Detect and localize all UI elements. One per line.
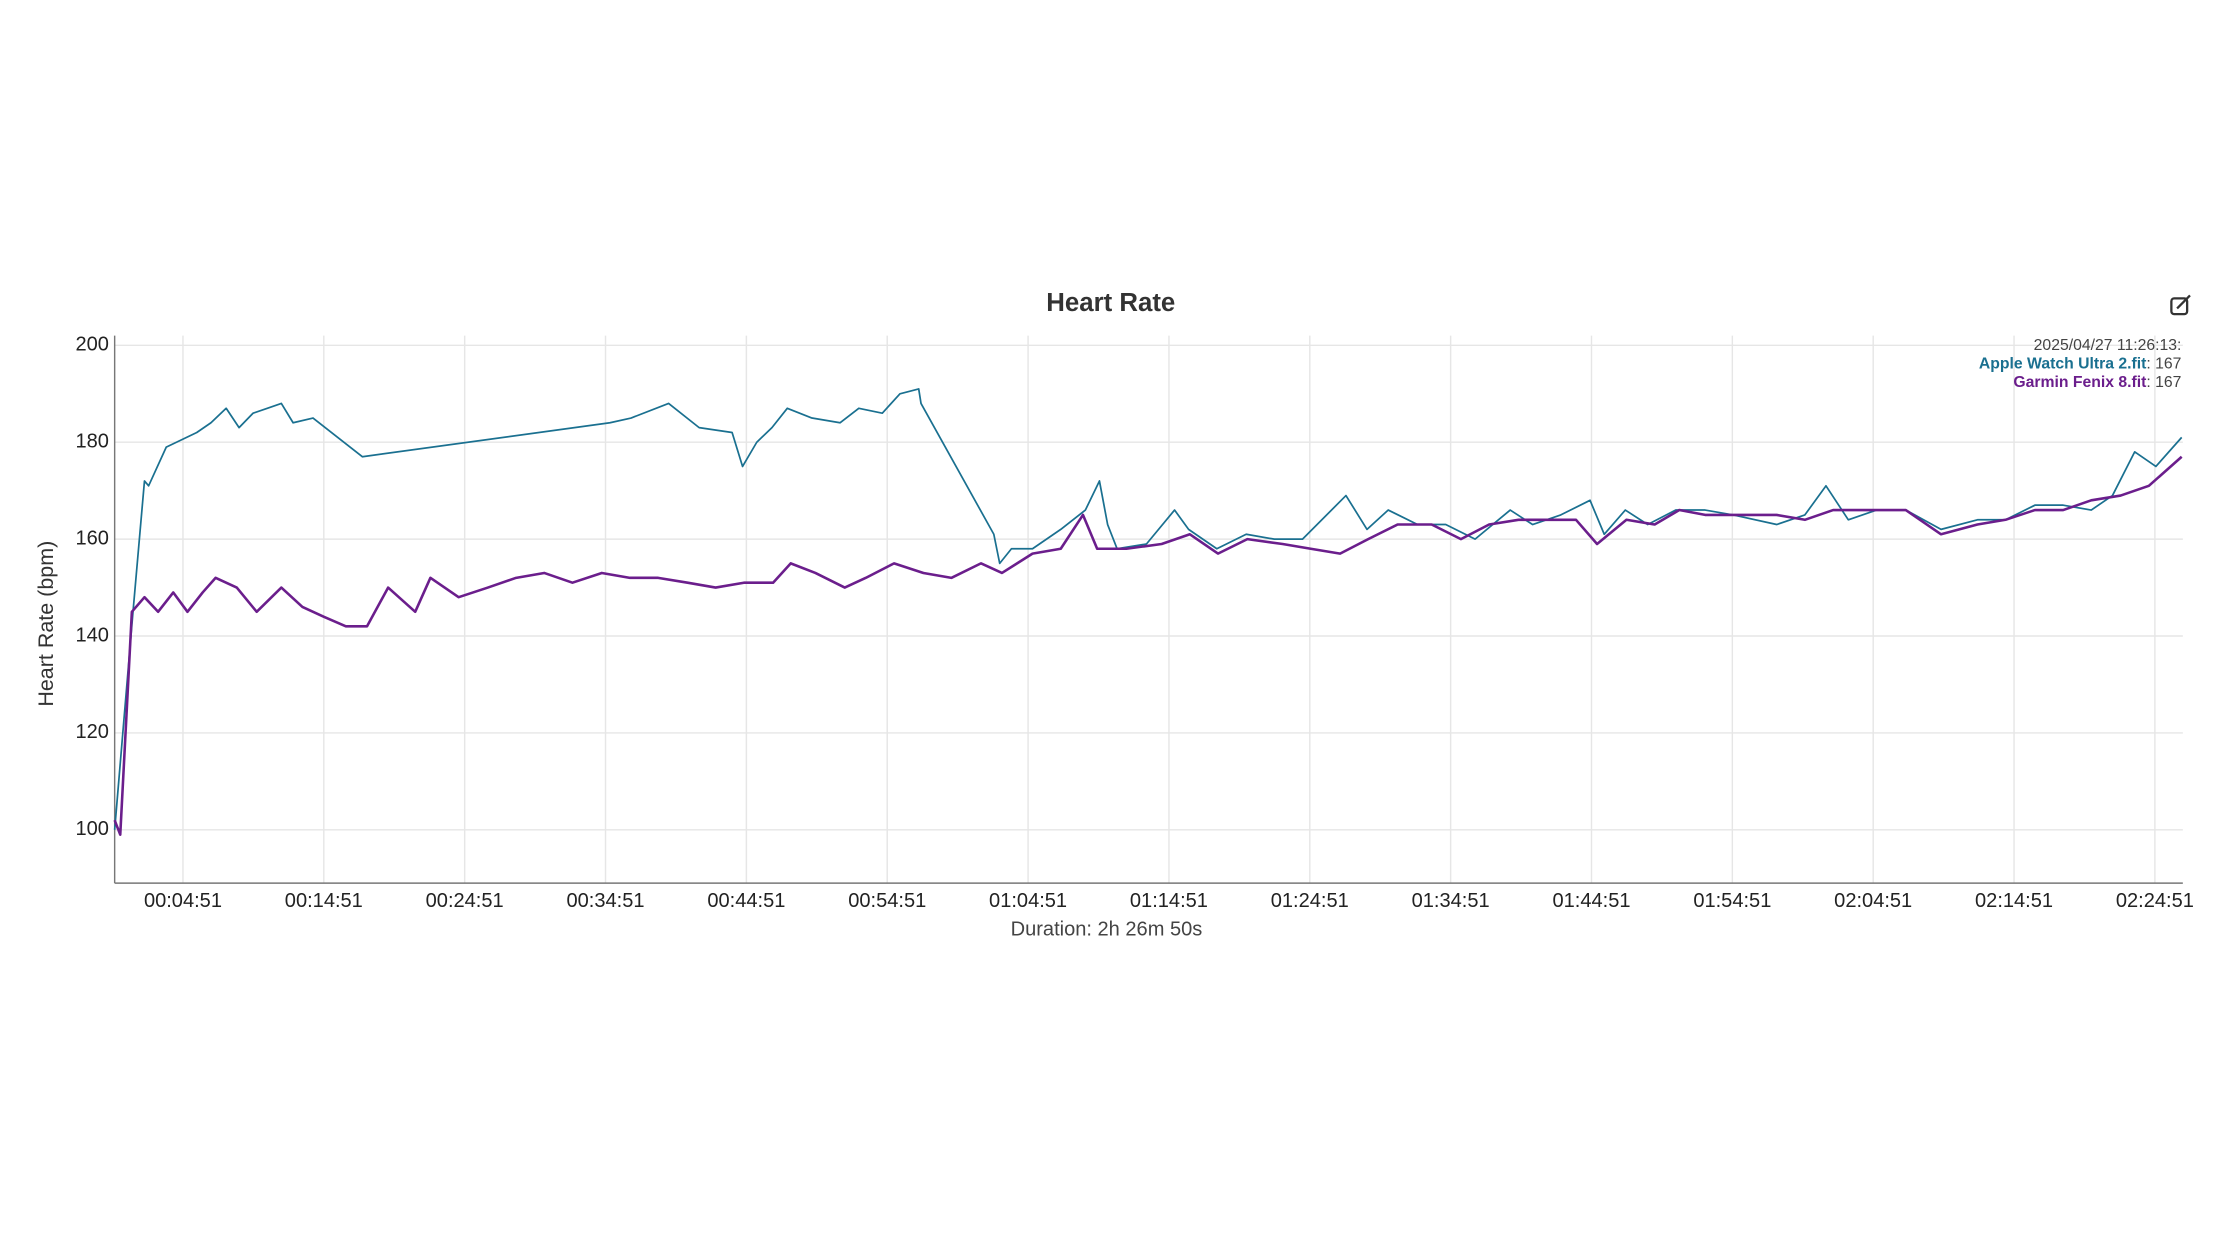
x-tick-label: 01:44:51 bbox=[1552, 890, 1630, 912]
tooltip-value: 167 bbox=[2155, 374, 2181, 391]
series-line bbox=[113, 388, 2183, 830]
x-tick-label: 00:14:51 bbox=[285, 890, 363, 912]
x-tick-label: 01:14:51 bbox=[1130, 890, 1208, 912]
edit-icon-box[interactable] bbox=[2170, 297, 2189, 316]
x-tick-label: 02:24:51 bbox=[2116, 890, 2194, 912]
tooltip-separator: : bbox=[2146, 355, 2155, 372]
tooltip-time: 2025/04/27 11:26:13: bbox=[2034, 337, 2182, 354]
series-line bbox=[113, 455, 2183, 836]
x-tick-label: 00:04:51 bbox=[144, 890, 222, 912]
y-tick-label: 180 bbox=[75, 431, 108, 453]
x-tick-label: 00:24:51 bbox=[426, 890, 504, 912]
x-tick-label: 01:34:51 bbox=[1412, 890, 1490, 912]
tooltip-value: 167 bbox=[2155, 355, 2181, 372]
x-axis-label: Duration: 2h 26m 50s bbox=[1011, 919, 1203, 941]
x-tick-label: 01:24:51 bbox=[1271, 890, 1349, 912]
x-tick-label: 01:54:51 bbox=[1693, 890, 1771, 912]
y-tick-label: 120 bbox=[75, 721, 108, 743]
edit-icon[interactable] bbox=[2170, 294, 2191, 316]
y-axis-label: Heart Rate (bpm) bbox=[34, 541, 58, 707]
x-tick-label: 00:44:51 bbox=[707, 890, 785, 912]
plot-area: 100 120 140 160 180 200 00:04:51 00:14:51 00:24:… bbox=[75, 334, 2193, 912]
x-tick-label: 00:34:51 bbox=[567, 890, 645, 912]
tooltip-series-name: Apple Watch Ultra 2.fit bbox=[1979, 355, 2147, 372]
x-tick-label: 02:04:51 bbox=[1834, 890, 1912, 912]
x-tick-label: 01:04:51 bbox=[989, 890, 1067, 912]
x-tick-label: 02:14:51 bbox=[1975, 890, 2053, 912]
tooltip-series-name: Garmin Fenix 8.fit bbox=[2013, 374, 2147, 391]
tooltip: 2025/04/27 11:26:13:Apple Watch Ultra 2.… bbox=[1979, 337, 2181, 391]
y-tick-label: 100 bbox=[75, 818, 108, 840]
x-tick-label: 00:54:51 bbox=[848, 890, 926, 912]
y-tick-label: 140 bbox=[75, 624, 108, 646]
tooltip-entry: Garmin Fenix 8.fit: 167 bbox=[2013, 374, 2181, 391]
tooltip-separator: : bbox=[2146, 374, 2155, 391]
y-tick-label: 160 bbox=[75, 527, 108, 549]
edit-icon-pen[interactable] bbox=[2176, 294, 2191, 310]
y-tick-label: 200 bbox=[75, 334, 108, 356]
tooltip-entry: Apple Watch Ultra 2.fit: 167 bbox=[1979, 355, 2181, 372]
chart-title: Heart Rate bbox=[1046, 289, 1175, 317]
